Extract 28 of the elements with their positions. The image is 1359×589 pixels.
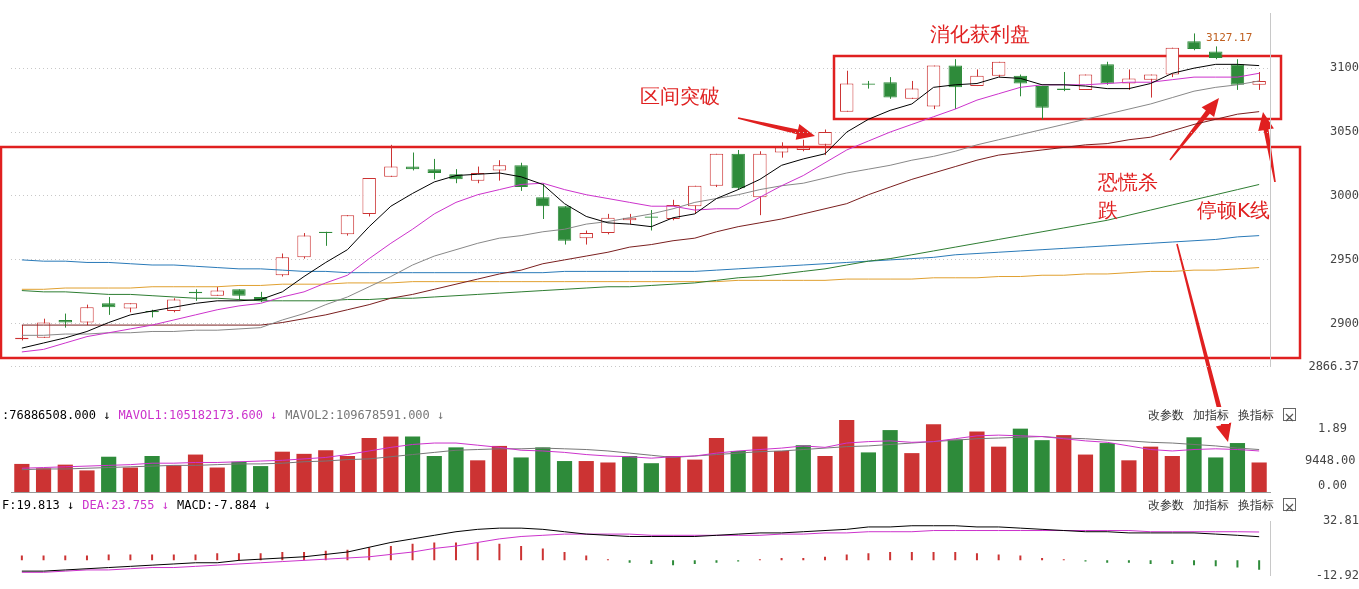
annotation: :76886508.000 ↓ (2, 408, 111, 422)
y-tick-label: 3050 (1330, 124, 1359, 139)
text: DEA:23.755 ↓ (82, 498, 169, 512)
annotation: 3127.17 (1206, 31, 1253, 44)
text: 加指标 (1193, 497, 1229, 514)
annotation: 换指标 (1238, 407, 1274, 424)
text: 改参数 (1148, 497, 1184, 514)
y-tick-label: 3000 (1330, 188, 1359, 203)
y-tick-label: 2950 (1330, 252, 1359, 267)
annotation: 区间突破 (640, 83, 720, 110)
annotation: 消化获利盘 (930, 21, 1030, 48)
annotation: 改参数 (1148, 407, 1184, 424)
annotation: 恐慌杀跌 (1098, 169, 1159, 224)
annotation: 加指标 (1193, 407, 1229, 424)
text: MAVOL1:105182173.600 ↓ (118, 408, 278, 422)
text: MAVOL2:109678591.000 ↓ (285, 408, 445, 422)
y-tick-label: 2900 (1330, 315, 1359, 330)
y-tick-label: -12.92 (1315, 567, 1359, 582)
text: 换指标 (1238, 497, 1274, 514)
text: 1.89 (1318, 421, 1347, 435)
y-tick-label: 32.81 (1322, 513, 1359, 528)
y-tick-label: 3100 (1330, 60, 1359, 75)
text: 9448.00 (1305, 453, 1356, 467)
y-tick-label: 2866.37 (1308, 358, 1359, 373)
text: 0.00 (1318, 478, 1347, 492)
annotation: 停顿K线 (1197, 197, 1271, 224)
text: F:19.813 ↓ (2, 498, 75, 512)
text: MACD:-7.884 ↓ (176, 498, 271, 512)
